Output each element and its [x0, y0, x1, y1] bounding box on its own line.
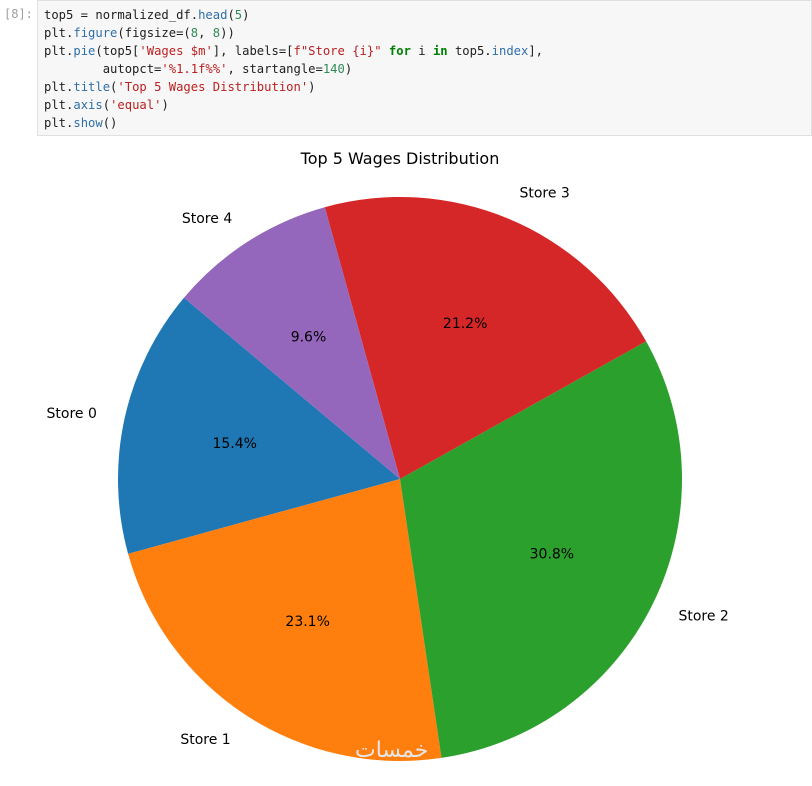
code-token: plt. [44, 44, 74, 58]
code-line: plt.pie(top5['Wages $m'], labels=[f"Stor… [44, 42, 543, 60]
code-token: plt. [44, 98, 74, 112]
pie-slice-store-0 [117, 297, 400, 554]
code-token: ( [227, 8, 235, 22]
pie-slice-store-2 [400, 341, 682, 758]
code-token: autopct= [44, 62, 162, 76]
slice-percent-label: 15.4% [212, 436, 256, 452]
code-line: autopct='%1.1f%%', startangle=140) [44, 60, 543, 78]
code-token: plt. [44, 26, 74, 40]
code-token: show [73, 116, 103, 130]
pie-chart: Top 5 Wages Distribution Store 015.4%Sto… [47, 149, 729, 762]
code-token: 8 [212, 26, 221, 40]
notebook-cell: [8]: top5 = normalized_df.head(5) plt.fig… [0, 0, 812, 140]
code-token: () [102, 116, 118, 130]
slice-percent-label: 21.2% [443, 316, 487, 332]
pie-slice-store-1 [128, 479, 442, 762]
code-line: plt.figure(figsize=(8, 8)) [44, 24, 543, 42]
code-token: 'Wages $m' [139, 44, 213, 58]
code-token [382, 44, 389, 58]
code-token: figure [73, 26, 118, 40]
code-token: ) [308, 80, 316, 94]
code-token: ) [344, 62, 353, 76]
code-token: ], [528, 44, 544, 58]
code-content[interactable]: top5 = normalized_df.head(5) plt.figure(f… [44, 6, 543, 132]
code-token: f"Store {i}" [293, 44, 382, 58]
code-token: '%1.1f%%' [161, 62, 228, 76]
pie-slices [117, 196, 682, 762]
pie-slice-store-3 [324, 196, 647, 479]
slice-label: Store 0 [47, 406, 97, 422]
code-token: ( [102, 98, 111, 112]
code-token: (top5[ [95, 44, 140, 58]
slice-label: Store 4 [182, 211, 232, 227]
slice-percent-label: 9.6% [291, 330, 327, 346]
code-token: axis [73, 98, 103, 112]
cell-prompt: [8]: [4, 7, 33, 21]
code-line: plt.title('Top 5 Wages Distribution') [44, 78, 543, 96]
code-token: 5 [234, 8, 243, 22]
code-token: ( [110, 80, 118, 94]
code-token: in [432, 44, 448, 58]
code-token: (figsize=( [117, 26, 191, 40]
code-token: plt. [44, 80, 74, 94]
code-token: 'Top 5 Wages Distribution' [117, 80, 309, 94]
slice-label: Store 2 [678, 609, 728, 625]
code-token: 140 [322, 62, 345, 76]
slice-label: Store 3 [519, 186, 569, 202]
code-token: 'equal' [110, 98, 162, 112]
code-token: plt. [44, 116, 74, 130]
code-token: ], labels=[ [212, 44, 294, 58]
code-line: top5 = normalized_df.head(5) [44, 6, 543, 24]
code-editor[interactable]: top5 = normalized_df.head(5) plt.figure(f… [37, 0, 812, 136]
slice-percent-label: 23.1% [285, 614, 329, 630]
code-token: title [73, 80, 111, 94]
code-token: , startangle= [227, 62, 323, 76]
code-token: for [388, 44, 411, 58]
code-token: head [198, 8, 228, 22]
code-token: i [410, 44, 433, 58]
watermark-logo: خمسات [355, 738, 429, 763]
code-token: )) [220, 26, 235, 40]
code-token: top5. [447, 44, 492, 58]
chart-title: Top 5 Wages Distribution [300, 149, 500, 168]
code-token: ) [242, 8, 250, 22]
pie-slice-store-4 [183, 207, 400, 480]
code-token: pie [73, 44, 96, 58]
cell-output: Top 5 Wages Distribution Store 0 15.4% Sto… [0, 140, 812, 782]
code-line: plt.axis('equal') [44, 96, 543, 114]
code-token: ) [161, 98, 169, 112]
code-line: plt.show() [44, 114, 543, 132]
code-token: top5 = normalized_df. [44, 8, 199, 22]
pie-labels: Store 0 15.4% Store 1 23.1% Store 2 30.8% Stor… [47, 186, 729, 748]
slice-label: Store 1 [180, 732, 230, 748]
code-token: 8 [190, 26, 199, 40]
code-token: , [198, 26, 213, 40]
code-token: index [491, 44, 529, 58]
slice-percent-label: 30.8% [530, 547, 574, 563]
